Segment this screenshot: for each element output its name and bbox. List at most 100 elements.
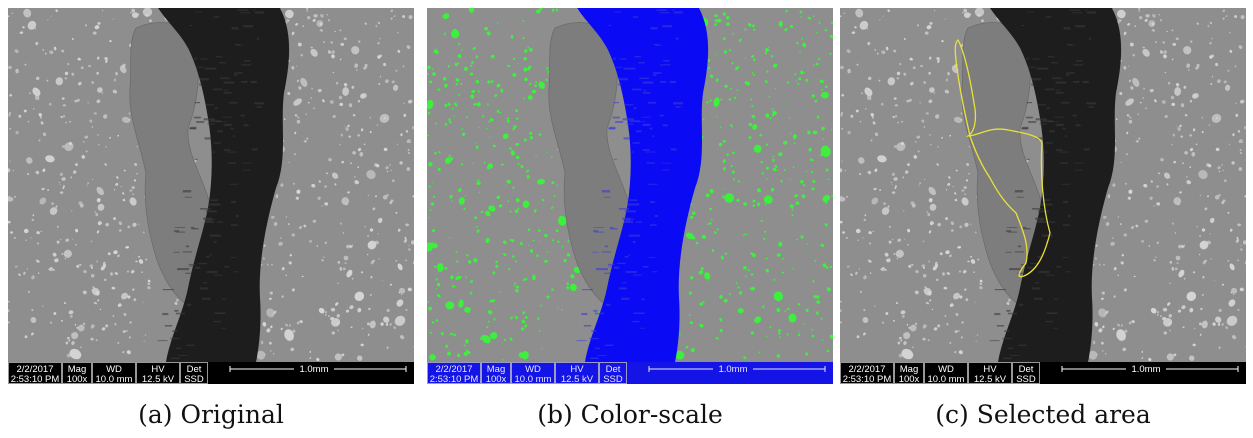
aggregate-particle <box>27 290 31 293</box>
aggregate-particle <box>61 177 66 181</box>
crack-texture <box>1087 11 1096 14</box>
aggregate-particle <box>27 173 30 176</box>
aggregate-particle <box>14 49 19 54</box>
aggregate-particle <box>129 197 137 206</box>
aggregate-particle <box>566 282 570 286</box>
aggregate-particle <box>136 145 139 148</box>
aggregate-particle <box>780 179 783 183</box>
aggregate-particle <box>726 15 730 20</box>
crack-texture <box>201 297 211 300</box>
crack-texture <box>223 123 232 126</box>
aggregate-particle <box>341 160 345 164</box>
aggregate-particle <box>519 242 523 246</box>
aggregate-particle <box>679 333 681 336</box>
aggregate-particle <box>1207 24 1210 28</box>
aggregate-particle <box>529 48 533 52</box>
aggregate-particle <box>31 308 34 312</box>
aggregate-particle <box>318 180 321 183</box>
panel-b: 2/2/2017 2:53:10 PM Mag 100x WD 10.0 mm HV 12.5… <box>427 8 833 388</box>
aggregate-particle <box>1218 170 1221 173</box>
aggregate-particle <box>8 321 10 324</box>
aggregate-particle <box>458 93 460 96</box>
aggregate-particle <box>428 162 433 167</box>
databar-time: 2:53:10 PM <box>843 374 892 385</box>
aggregate-particle <box>1141 357 1144 360</box>
aggregate-particle <box>487 80 491 84</box>
aggregate-particle <box>431 68 434 71</box>
aggregate-particle <box>901 315 905 318</box>
aggregate-particle <box>286 19 290 22</box>
aggregate-particle <box>342 87 350 96</box>
crack-texture <box>1058 151 1070 153</box>
aggregate-particle <box>895 302 898 305</box>
crack-texture <box>994 289 1006 291</box>
aggregate-particle <box>1128 119 1133 124</box>
aggregate-particle <box>527 67 531 71</box>
aggregate-particle <box>377 233 379 235</box>
aggregate-particle <box>427 65 431 70</box>
aggregate-particle <box>510 316 513 320</box>
aggregate-particle <box>339 58 342 61</box>
aggregate-particle <box>1229 263 1235 271</box>
crack-texture <box>1005 251 1012 253</box>
aggregate-particle <box>354 176 356 178</box>
aggregate-particle <box>546 295 550 299</box>
aggregate-particle <box>688 291 692 295</box>
crack-texture <box>608 25 611 26</box>
aggregate-particle <box>498 204 503 208</box>
aggregate-particle <box>383 62 387 67</box>
aggregate-particle <box>538 81 545 89</box>
aggregate-particle <box>34 27 36 30</box>
aggregate-particle <box>874 49 876 51</box>
aggregate-particle <box>62 104 67 107</box>
aggregate-particle <box>815 295 820 299</box>
aggregate-particle <box>48 268 50 271</box>
aggregate-particle <box>1209 21 1213 25</box>
aggregate-particle <box>541 198 545 202</box>
aggregate-particle <box>97 221 102 226</box>
aggregate-particle <box>794 194 799 198</box>
aggregate-particle <box>917 150 920 153</box>
aggregate-particle <box>485 127 488 130</box>
aggregate-particle <box>32 214 35 217</box>
crack-texture <box>619 58 627 60</box>
crack-texture <box>210 199 218 201</box>
crack-texture <box>635 221 642 223</box>
crack-texture <box>213 142 221 144</box>
aggregate-particle <box>945 250 950 255</box>
aggregate-particle <box>1222 9 1225 13</box>
aggregate-particle <box>1123 288 1127 292</box>
aggregate-particle <box>737 180 740 183</box>
crack-texture <box>222 116 232 118</box>
aggregate-particle <box>499 111 501 114</box>
aggregate-particle <box>781 257 784 260</box>
aggregate-particle <box>1201 131 1204 134</box>
crack-texture <box>581 313 588 316</box>
aggregate-particle <box>789 24 794 29</box>
aggregate-particle <box>1131 320 1135 324</box>
aggregate-particle <box>1231 334 1237 340</box>
crack-texture <box>209 254 212 256</box>
aggregate-particle <box>372 207 376 211</box>
aggregate-particle <box>1113 267 1117 271</box>
aggregate-particle <box>537 178 545 185</box>
aggregate-particle <box>53 46 57 51</box>
databar-hv-value: 12.5 kV <box>974 374 1007 385</box>
aggregate-particle <box>799 51 801 53</box>
aggregate-particle <box>500 88 504 93</box>
aggregate-particle <box>783 103 785 105</box>
crack-texture <box>631 151 634 153</box>
aggregate-particle <box>796 238 798 241</box>
aggregate-particle <box>521 319 526 324</box>
crack-texture <box>604 245 609 248</box>
crack-texture <box>632 241 636 243</box>
aggregate-particle <box>1135 224 1139 228</box>
aggregate-particle <box>1227 69 1230 72</box>
aggregate-particle <box>822 194 830 203</box>
aggregate-particle <box>1169 329 1171 332</box>
crack-texture <box>241 64 252 66</box>
aggregate-particle <box>864 87 873 97</box>
aggregate-particle <box>75 244 77 246</box>
aggregate-particle <box>1142 97 1144 99</box>
aggregate-particle <box>321 259 324 262</box>
